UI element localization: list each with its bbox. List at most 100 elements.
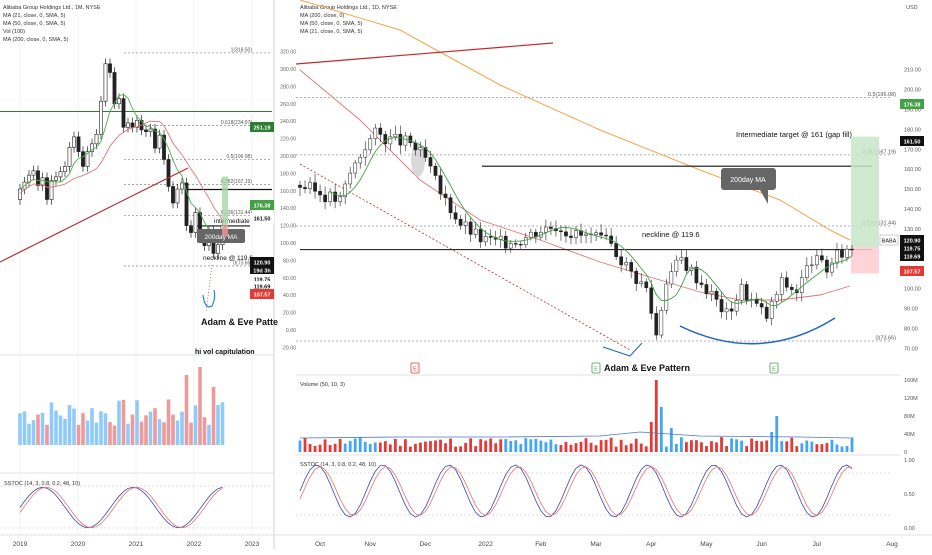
volume-bar xyxy=(669,428,673,452)
daily-candle xyxy=(523,237,528,245)
monthly-candle xyxy=(76,136,81,152)
earnings-event-marker xyxy=(769,362,779,374)
volume-bar xyxy=(139,421,144,445)
left-price-tag: 120.90 xyxy=(254,261,271,267)
stop-zone xyxy=(851,246,879,274)
left-price-tick: 280.00 xyxy=(280,84,296,90)
trend-line xyxy=(0,167,189,263)
daily-candle xyxy=(604,234,608,237)
ma-50-line xyxy=(19,120,223,220)
daily-candle xyxy=(403,135,408,146)
monthly-candle xyxy=(189,225,193,233)
daily-candle xyxy=(815,255,819,266)
volume-bar xyxy=(695,440,698,452)
volume-bar xyxy=(54,410,58,445)
monthly-candle xyxy=(175,188,180,204)
volume-bar xyxy=(171,414,175,445)
fib-label: 0(73.66) xyxy=(876,336,897,342)
left-price-tag-bg xyxy=(250,289,274,299)
daily-candle xyxy=(684,257,689,271)
volume-bar xyxy=(609,437,613,452)
volume-bar xyxy=(775,416,779,452)
daily-candle xyxy=(483,236,488,243)
daily-candle xyxy=(784,277,789,288)
volume-bar xyxy=(22,411,27,445)
volume-bar xyxy=(494,443,498,452)
daily-candle xyxy=(840,249,844,258)
volume-bar xyxy=(419,442,422,452)
200ma-callout-box xyxy=(197,229,245,243)
volume-bar xyxy=(850,437,854,452)
volume-bar xyxy=(629,443,633,452)
neckline-label: neckline @ 119.6 xyxy=(203,255,253,262)
volume-tick: 0 xyxy=(904,450,907,456)
right-price-tick: 100.00 xyxy=(904,287,921,293)
daily-candle xyxy=(845,248,849,258)
daily-candle xyxy=(754,299,759,304)
volume-bar xyxy=(715,442,718,452)
daily-candle xyxy=(825,259,829,273)
earnings-event-label: E xyxy=(594,367,598,373)
daily-candle xyxy=(313,182,317,192)
volume-bar xyxy=(166,399,171,445)
left-x-tick: 2020 xyxy=(71,541,86,548)
volume-bar xyxy=(519,443,523,452)
left-x-tick: 2019 xyxy=(13,541,28,548)
daily-candle xyxy=(303,187,307,189)
monthly-candle xyxy=(94,133,99,145)
monthly-candle xyxy=(157,134,162,149)
200ma-callout-box xyxy=(721,168,776,190)
monthly-candle xyxy=(31,170,36,176)
volume-bar xyxy=(504,439,508,452)
daily-candle xyxy=(378,127,383,135)
daily-candle xyxy=(674,259,679,272)
target-zone xyxy=(222,176,228,225)
right-price-tag: 176.38 xyxy=(904,103,921,109)
volume-bar xyxy=(135,400,139,445)
monthly-candle xyxy=(45,177,49,200)
volume-bar xyxy=(439,439,442,452)
daily-candle xyxy=(634,270,639,284)
volume-bar xyxy=(308,444,312,452)
volume-bar xyxy=(454,446,457,452)
daily-candle xyxy=(694,266,699,284)
fib-label: 0.5(196.08) xyxy=(868,92,896,98)
left-x-tick: 2023 xyxy=(245,541,260,548)
daily-candle xyxy=(679,257,684,261)
volume-bar xyxy=(31,420,36,445)
volume-bar xyxy=(424,441,427,452)
volume-bar xyxy=(388,444,392,452)
eve-arc xyxy=(202,289,216,308)
daily-candle xyxy=(594,232,598,235)
left-price-tick: 160.00 xyxy=(280,189,296,195)
ticker-tag: BABA xyxy=(882,239,897,245)
monthly-candle xyxy=(54,176,58,181)
volume-tick: 80M xyxy=(904,414,915,420)
volume-bar xyxy=(36,414,40,445)
monthly-candle xyxy=(58,171,63,178)
fib-label: 0.382(167.19) xyxy=(221,179,252,185)
daily-candle xyxy=(714,291,719,300)
right-price-tag-bg xyxy=(900,266,924,276)
daily-candle xyxy=(649,287,654,314)
volume-bar xyxy=(216,405,220,445)
daily-candle xyxy=(503,235,508,249)
volume-bar xyxy=(303,437,307,452)
monthly-candle xyxy=(67,147,72,167)
volume-bar xyxy=(674,443,678,452)
monthly-candle xyxy=(148,128,153,132)
volume-bar xyxy=(58,415,63,445)
stoch-tick: 0.00 xyxy=(904,526,915,532)
right-price-tick: 200.00 xyxy=(904,88,921,94)
right-price-tick: 140.00 xyxy=(904,207,921,213)
right-price-tag-bg xyxy=(900,251,924,261)
volume-bar xyxy=(484,440,488,452)
daily-candle xyxy=(373,127,378,139)
volume-bar xyxy=(343,443,347,452)
volume-bar xyxy=(403,439,407,452)
right-price-tag-bg xyxy=(900,235,924,245)
volume-bar xyxy=(323,439,327,452)
left-price-tick: 180.00 xyxy=(280,171,296,177)
volume-bar xyxy=(594,445,598,452)
